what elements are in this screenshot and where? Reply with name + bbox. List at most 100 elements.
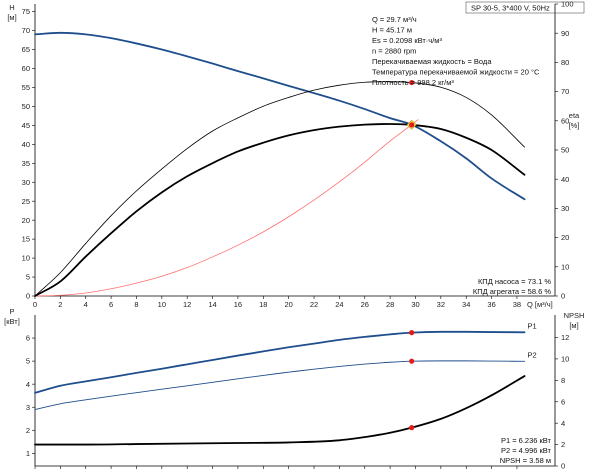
y-left-axis-title: H	[9, 3, 14, 12]
duty-point-marker	[409, 358, 415, 364]
x-tick-label: 6	[109, 300, 113, 309]
x-tick-label: 12	[183, 300, 191, 309]
y-right-tick-label: 30	[561, 204, 569, 213]
x-tick-label: 10	[158, 300, 166, 309]
y-left-tick-label: 40	[22, 140, 30, 149]
y-left-tick-label: 3	[26, 403, 30, 412]
y-right-tick-label: 60	[561, 116, 569, 125]
y-right-tick-label: 4	[561, 419, 565, 428]
title-box	[465, 1, 585, 14]
y-right-tick-label: 90	[561, 29, 569, 38]
x-tick-label: 28	[386, 300, 394, 309]
y-left-tick-label: 75	[22, 7, 30, 16]
y-left-tick-label: 35	[22, 159, 30, 168]
y-right-axis-title: NPSH	[564, 311, 585, 320]
series-line-curve-3	[34, 81, 525, 297]
y-right-tick-label: 80	[561, 58, 569, 67]
x-tick-label: 8	[134, 300, 138, 309]
y-left-axis-title: P	[9, 307, 14, 316]
y-left-axis-title: [м]	[7, 13, 16, 22]
info-line: Плотность = 998.2 кг/м³	[372, 78, 454, 87]
y-left-tick-label: 0	[26, 292, 30, 301]
info-line: H = 45.17 м	[372, 26, 412, 35]
y-right-tick-label: 8	[561, 376, 565, 385]
x-tick-label: 26	[361, 300, 369, 309]
y-right-tick-label: 2	[561, 440, 565, 449]
x-tick-label: 34	[462, 300, 470, 309]
duty-point-marker	[409, 79, 415, 86]
x-tick-label: 22	[310, 300, 318, 309]
x-tick-label: 14	[208, 300, 216, 309]
x-tick-label: 38	[513, 300, 521, 309]
x-axis-title: Q [м³/ч]	[527, 300, 553, 309]
x-tick-label: 2	[58, 300, 62, 309]
y-right-tick-label: 12	[561, 333, 569, 342]
series-label-p1: P1	[528, 321, 537, 330]
y-left-tick-label: 70	[22, 26, 30, 35]
duty-point-marker	[409, 425, 415, 431]
duty-point-marker	[409, 330, 415, 336]
chart-title: SP 30-5, 3*400 V, 50Hz	[471, 4, 550, 13]
y-left-tick-label: 60	[22, 64, 30, 73]
y-right-tick-label: 10	[561, 262, 569, 271]
y-right-tick-label: 40	[561, 175, 569, 184]
x-tick-label: 30	[411, 300, 419, 309]
y-left-tick-label: 55	[22, 83, 30, 92]
y-right-axis-title: eta	[569, 111, 580, 120]
efficiency-label: КПД насоса = 73.1 %	[478, 277, 551, 286]
y-left-tick-label: 10	[22, 254, 30, 263]
y-left-tick-label: 50	[22, 102, 30, 111]
y-left-tick-label: 15	[22, 235, 30, 244]
series-line-p1	[34, 330, 526, 394]
x-tick-label: 18	[259, 300, 267, 309]
x-tick-label: 20	[284, 300, 292, 309]
y-right-tick-label: 0	[561, 292, 565, 301]
y-left-tick-label: 30	[22, 178, 30, 187]
y-right-tick-label: 10	[561, 355, 569, 364]
y-right-tick-label: 0	[561, 462, 565, 471]
info-line: Es = 0.2098 кВт·ч/м³	[372, 36, 442, 45]
x-tick-label: 16	[234, 300, 242, 309]
x-tick-label: 36	[487, 300, 495, 309]
y-right-tick-label: 50	[561, 146, 569, 155]
y-right-axis-title: [%]	[569, 121, 580, 130]
y-left-axis-title: [кВт]	[4, 317, 20, 326]
y-right-tick-label: 20	[561, 233, 569, 242]
series-label-p2: P2	[528, 350, 537, 359]
readout-label: P1 = 6.236 кВт	[501, 436, 552, 445]
series-line-curve-2	[34, 119, 419, 297]
series-line-curve-3	[34, 375, 526, 446]
y-left-tick-label: 5	[26, 357, 30, 366]
x-tick-label: 4	[84, 300, 88, 309]
info-line: Q = 29.7 м³/ч	[372, 15, 417, 24]
info-line: Перекачиваемая жидкость = Вода	[372, 57, 492, 66]
head-efficiency-panel: 0 2 4 6 8 10 12 14 16 18 20 22 24 26 28 30 32 34 36 3805101…	[7, 0, 585, 309]
efficiency-label: КПД агрегата = 58.6 %	[473, 287, 551, 296]
y-left-tick-label: 25	[22, 197, 30, 206]
y-left-tick-label: 5	[26, 273, 30, 282]
y-right-tick-label: 100	[561, 0, 574, 9]
y-left-tick-label: 2	[26, 426, 30, 435]
x-tick-label: 0	[33, 300, 37, 309]
series-line-curve-4	[34, 123, 526, 297]
y-left-tick-label: 45	[22, 121, 30, 130]
y-right-axis-title: [м]	[569, 321, 578, 330]
y-left-tick-label: 20	[22, 216, 30, 225]
series-line-p2	[34, 360, 526, 410]
x-tick-label: 32	[437, 300, 445, 309]
series-line-curve-1	[34, 31, 526, 201]
readout-label: P2 = 4.996 кВт	[501, 446, 552, 455]
y-left-tick-label: 1	[26, 449, 30, 458]
readout-label: NPSH = 3.58 м	[500, 456, 551, 465]
y-left-tick-label: 6	[26, 334, 30, 343]
info-line: n = 2880 rpm	[372, 47, 416, 56]
y-left-tick-label: 65	[22, 45, 30, 54]
duty-point-marker	[409, 122, 415, 128]
x-tick-label: 24	[335, 300, 343, 309]
y-left-tick-label: 4	[26, 380, 30, 389]
y-right-tick-label: 6	[561, 397, 565, 406]
y-right-tick-label: 70	[561, 87, 569, 96]
info-line: Температура перекачиваемой жидкости = 20…	[372, 68, 540, 77]
